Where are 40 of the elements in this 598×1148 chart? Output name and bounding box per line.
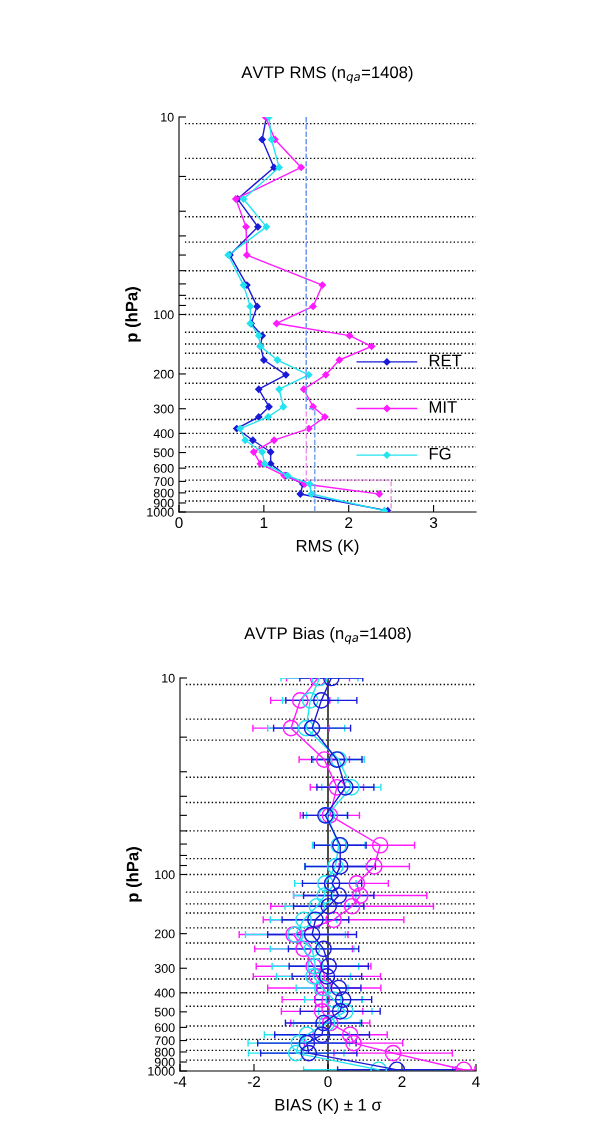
y-tick-label: 10 (161, 112, 174, 122)
x-tick-label: 4 (472, 1076, 480, 1087)
x-tick-label: 1 (260, 517, 268, 528)
x-axis-title: BIAS (K) ± 1 σ (275, 1098, 382, 1114)
chart-title: AVTP RMS (n$_{qa}$=1408) (241, 65, 413, 84)
y-tick-label: 700 (154, 1036, 175, 1046)
y-axis-title: p (hPa) (125, 287, 141, 342)
x-tick-label: 2 (398, 1076, 406, 1087)
x-tick-label: 0 (324, 1076, 332, 1088)
y-tick-label: 100 (155, 870, 175, 880)
y-tick-label: 1000 (148, 1066, 175, 1076)
y-tick-label: 700 (153, 477, 174, 487)
y-tick-label: 500 (153, 448, 174, 458)
y-tick-label: 100 (154, 310, 174, 320)
y-tick-label: 200 (154, 929, 175, 939)
legend-label: MIT (429, 401, 457, 413)
y-tick-label: 800 (153, 488, 174, 498)
y-tick-label: 1000 (147, 507, 174, 517)
legend-label: RET (429, 354, 462, 367)
x-axis-title: RMS (K) (296, 539, 359, 555)
y-tick-label: 600 (153, 463, 174, 473)
y-tick-label: 200 (153, 369, 174, 379)
y-tick-label: 400 (153, 429, 174, 439)
y-tick-label: 300 (154, 964, 175, 973)
y-tick-label: 500 (154, 1007, 175, 1017)
y-tick-label: 900 (154, 1057, 175, 1067)
chart-title: AVTP Bias (n$_{qa}$=1408) (244, 626, 411, 645)
y-tick-label: 400 (154, 988, 175, 998)
x-tick-label: -2 (247, 1076, 261, 1087)
y-tick-label: 10 (162, 673, 175, 683)
y-tick-label: 300 (153, 404, 174, 414)
y-tick-label: 800 (154, 1047, 175, 1057)
x-tick-label: 3 (429, 517, 438, 529)
y-tick-label: 900 (153, 498, 174, 508)
x-tick-label: -4 (173, 1076, 187, 1087)
x-tick-label: 0 (175, 517, 183, 529)
legend-label: FG (429, 447, 451, 460)
x-tick-label: 2 (345, 517, 353, 528)
y-tick-label: 600 (154, 1023, 175, 1033)
y-axis-title: p (hPa) (126, 847, 142, 902)
